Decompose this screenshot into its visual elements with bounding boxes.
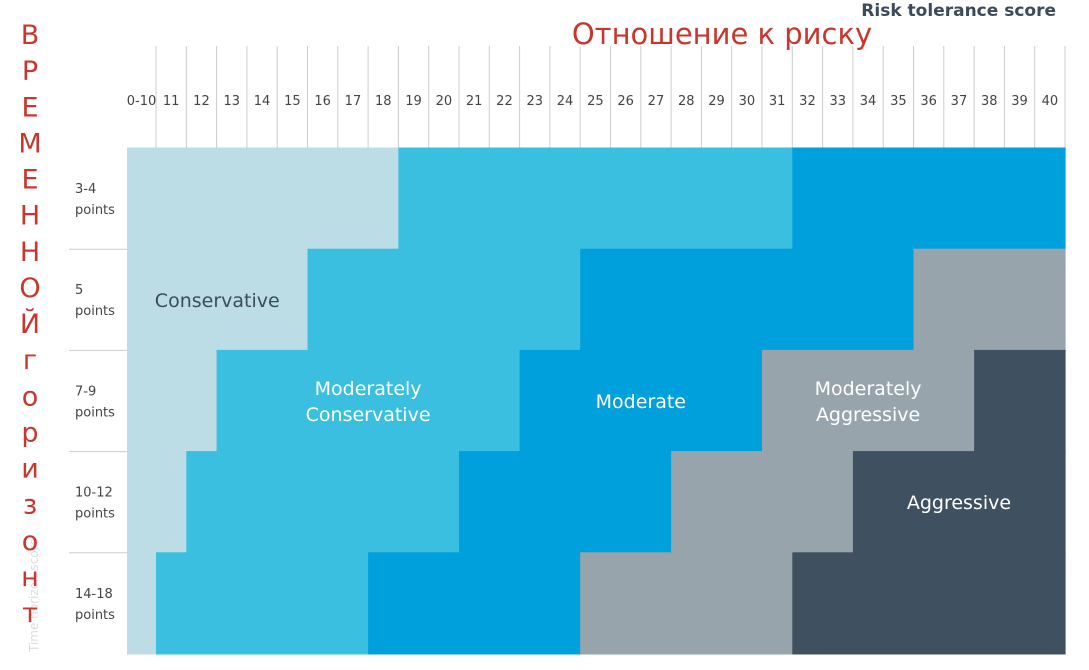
- zone-label: Moderately Conservative: [306, 378, 431, 426]
- row-label: 5 points: [75, 283, 115, 319]
- column-header: 17: [345, 94, 362, 109]
- column-header: 20: [436, 94, 453, 109]
- zone-cell: [459, 451, 672, 554]
- column-header: 33: [829, 94, 846, 109]
- zone-cell: [127, 147, 399, 250]
- zone-cell: [368, 552, 581, 655]
- row-label: 7-9 points: [75, 384, 115, 420]
- column-headers: 0-10 11 12 13 14 15 16 17 18 19 20 21 22 23 24 25 26 27 28…: [127, 46, 1066, 148]
- row-labels: 3-4 points 5 points 7-9 points 10-12 points 14-1…: [69, 182, 127, 623]
- zone-label: Moderate: [596, 391, 686, 413]
- zone-cell: [671, 451, 854, 554]
- zone-cell: [127, 552, 157, 655]
- column-header: 31: [769, 94, 786, 109]
- column-header: 29: [708, 94, 725, 109]
- zone-labels: Conservative Moderately Conservative Modera…: [155, 290, 1011, 514]
- column-header: 26: [617, 94, 634, 109]
- zone-cell: [186, 451, 460, 554]
- row-label: 10-12 points: [75, 486, 115, 522]
- column-header: 13: [223, 94, 240, 109]
- column-header: 24: [557, 94, 574, 109]
- column-header: 40: [1042, 94, 1059, 109]
- column-header: 15: [284, 94, 301, 109]
- column-header: 18: [375, 94, 392, 109]
- row-label: 14-18 points: [75, 587, 115, 623]
- zone-cell: [792, 147, 1066, 250]
- column-header: 30: [739, 94, 756, 109]
- zone-cell: [127, 451, 187, 554]
- column-header: 36: [920, 94, 937, 109]
- zone-cell: [127, 248, 309, 351]
- x-axis-title: Risk tolerance score: [861, 1, 1056, 21]
- column-header: 32: [799, 94, 816, 109]
- y-axis-title-faint: Time horizon score: [27, 538, 41, 653]
- column-header: 25: [587, 94, 604, 109]
- zone-cell: [398, 147, 793, 250]
- column-header: 12: [193, 94, 210, 109]
- zone-cell: [216, 349, 521, 453]
- column-header: 0-10: [127, 94, 157, 109]
- column-header: 19: [405, 94, 422, 109]
- zone-label: Conservative: [155, 290, 280, 312]
- zone-cell: [580, 552, 793, 655]
- zone-cell: [156, 552, 369, 655]
- column-header: 21: [466, 94, 483, 109]
- column-header: 37: [951, 94, 968, 109]
- column-header: 23: [526, 94, 543, 109]
- zone-cell: [792, 552, 1066, 655]
- chart-title: Отношение к риску: [572, 17, 872, 51]
- row-label: 3-4 points: [75, 182, 115, 218]
- column-header: 34: [860, 94, 877, 109]
- column-header: 38: [981, 94, 998, 109]
- zone-cell: [307, 248, 581, 351]
- zone-cell: [127, 349, 218, 453]
- column-header: 28: [678, 94, 695, 109]
- column-header: 22: [496, 94, 513, 109]
- zone-cell: [519, 349, 763, 453]
- column-header: 14: [254, 94, 271, 109]
- zone-label: Aggressive: [907, 492, 1011, 514]
- zone-cells: [127, 147, 1066, 655]
- column-header: 27: [648, 94, 665, 109]
- column-header: 16: [314, 94, 331, 109]
- zone-cell: [852, 451, 1066, 554]
- zone-cell: [913, 248, 1066, 351]
- zone-cell: [580, 248, 915, 351]
- zone-cell: [974, 349, 1066, 453]
- column-header: 39: [1011, 94, 1028, 109]
- zone-label: Moderately Aggressive: [815, 378, 922, 426]
- column-header: 35: [890, 94, 907, 109]
- zone-cell: [762, 349, 975, 453]
- column-header: 11: [163, 94, 180, 109]
